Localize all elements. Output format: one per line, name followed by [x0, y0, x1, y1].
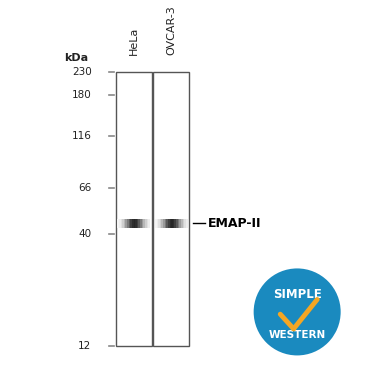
Bar [184, 219, 186, 228]
Bar [119, 219, 120, 228]
Bar [162, 219, 163, 228]
Bar [122, 219, 124, 228]
Text: 66: 66 [78, 183, 92, 193]
Text: 12: 12 [78, 341, 92, 351]
Text: 116: 116 [72, 130, 92, 141]
Bar [168, 219, 170, 228]
Bar [125, 219, 127, 228]
Bar [158, 219, 160, 228]
Bar [160, 219, 162, 228]
Bar [183, 219, 184, 228]
Bar [153, 72, 189, 346]
Bar [145, 219, 147, 228]
Text: HeLa: HeLa [129, 27, 138, 55]
Bar [117, 219, 119, 228]
Bar [163, 219, 165, 228]
Bar [135, 219, 137, 228]
Text: SIMPLE: SIMPLE [273, 288, 321, 302]
Bar [127, 219, 129, 228]
Bar [129, 219, 130, 228]
Bar [178, 219, 179, 228]
Bar [143, 219, 145, 228]
Text: ®: ® [332, 334, 338, 339]
Bar [155, 219, 157, 228]
Text: EMAP-II: EMAP-II [208, 217, 261, 230]
Bar [181, 219, 183, 228]
Text: OVCAR-3: OVCAR-3 [166, 5, 176, 55]
Bar [170, 219, 171, 228]
Bar [137, 219, 138, 228]
Bar [173, 219, 174, 228]
Bar [134, 219, 135, 228]
Bar [132, 219, 134, 228]
Bar [165, 219, 166, 228]
Bar [176, 219, 178, 228]
Bar [155, 219, 188, 228]
Text: 230: 230 [72, 67, 92, 77]
Bar [142, 219, 143, 228]
Text: 40: 40 [78, 230, 92, 239]
Bar [147, 219, 148, 228]
Bar [171, 219, 173, 228]
Bar [116, 72, 152, 346]
Text: kDa: kDa [64, 53, 88, 63]
Bar [140, 219, 142, 228]
Bar [157, 219, 158, 228]
Bar [179, 219, 181, 228]
Bar [148, 219, 150, 228]
Bar [138, 219, 140, 228]
Bar [174, 219, 176, 228]
Text: WESTERN: WESTERN [268, 330, 326, 340]
Text: 180: 180 [72, 90, 92, 100]
Bar [120, 219, 122, 228]
Bar [117, 219, 150, 228]
Bar [130, 219, 132, 228]
Circle shape [253, 267, 342, 357]
Bar [124, 219, 125, 228]
Bar [186, 219, 188, 228]
Bar [166, 219, 168, 228]
